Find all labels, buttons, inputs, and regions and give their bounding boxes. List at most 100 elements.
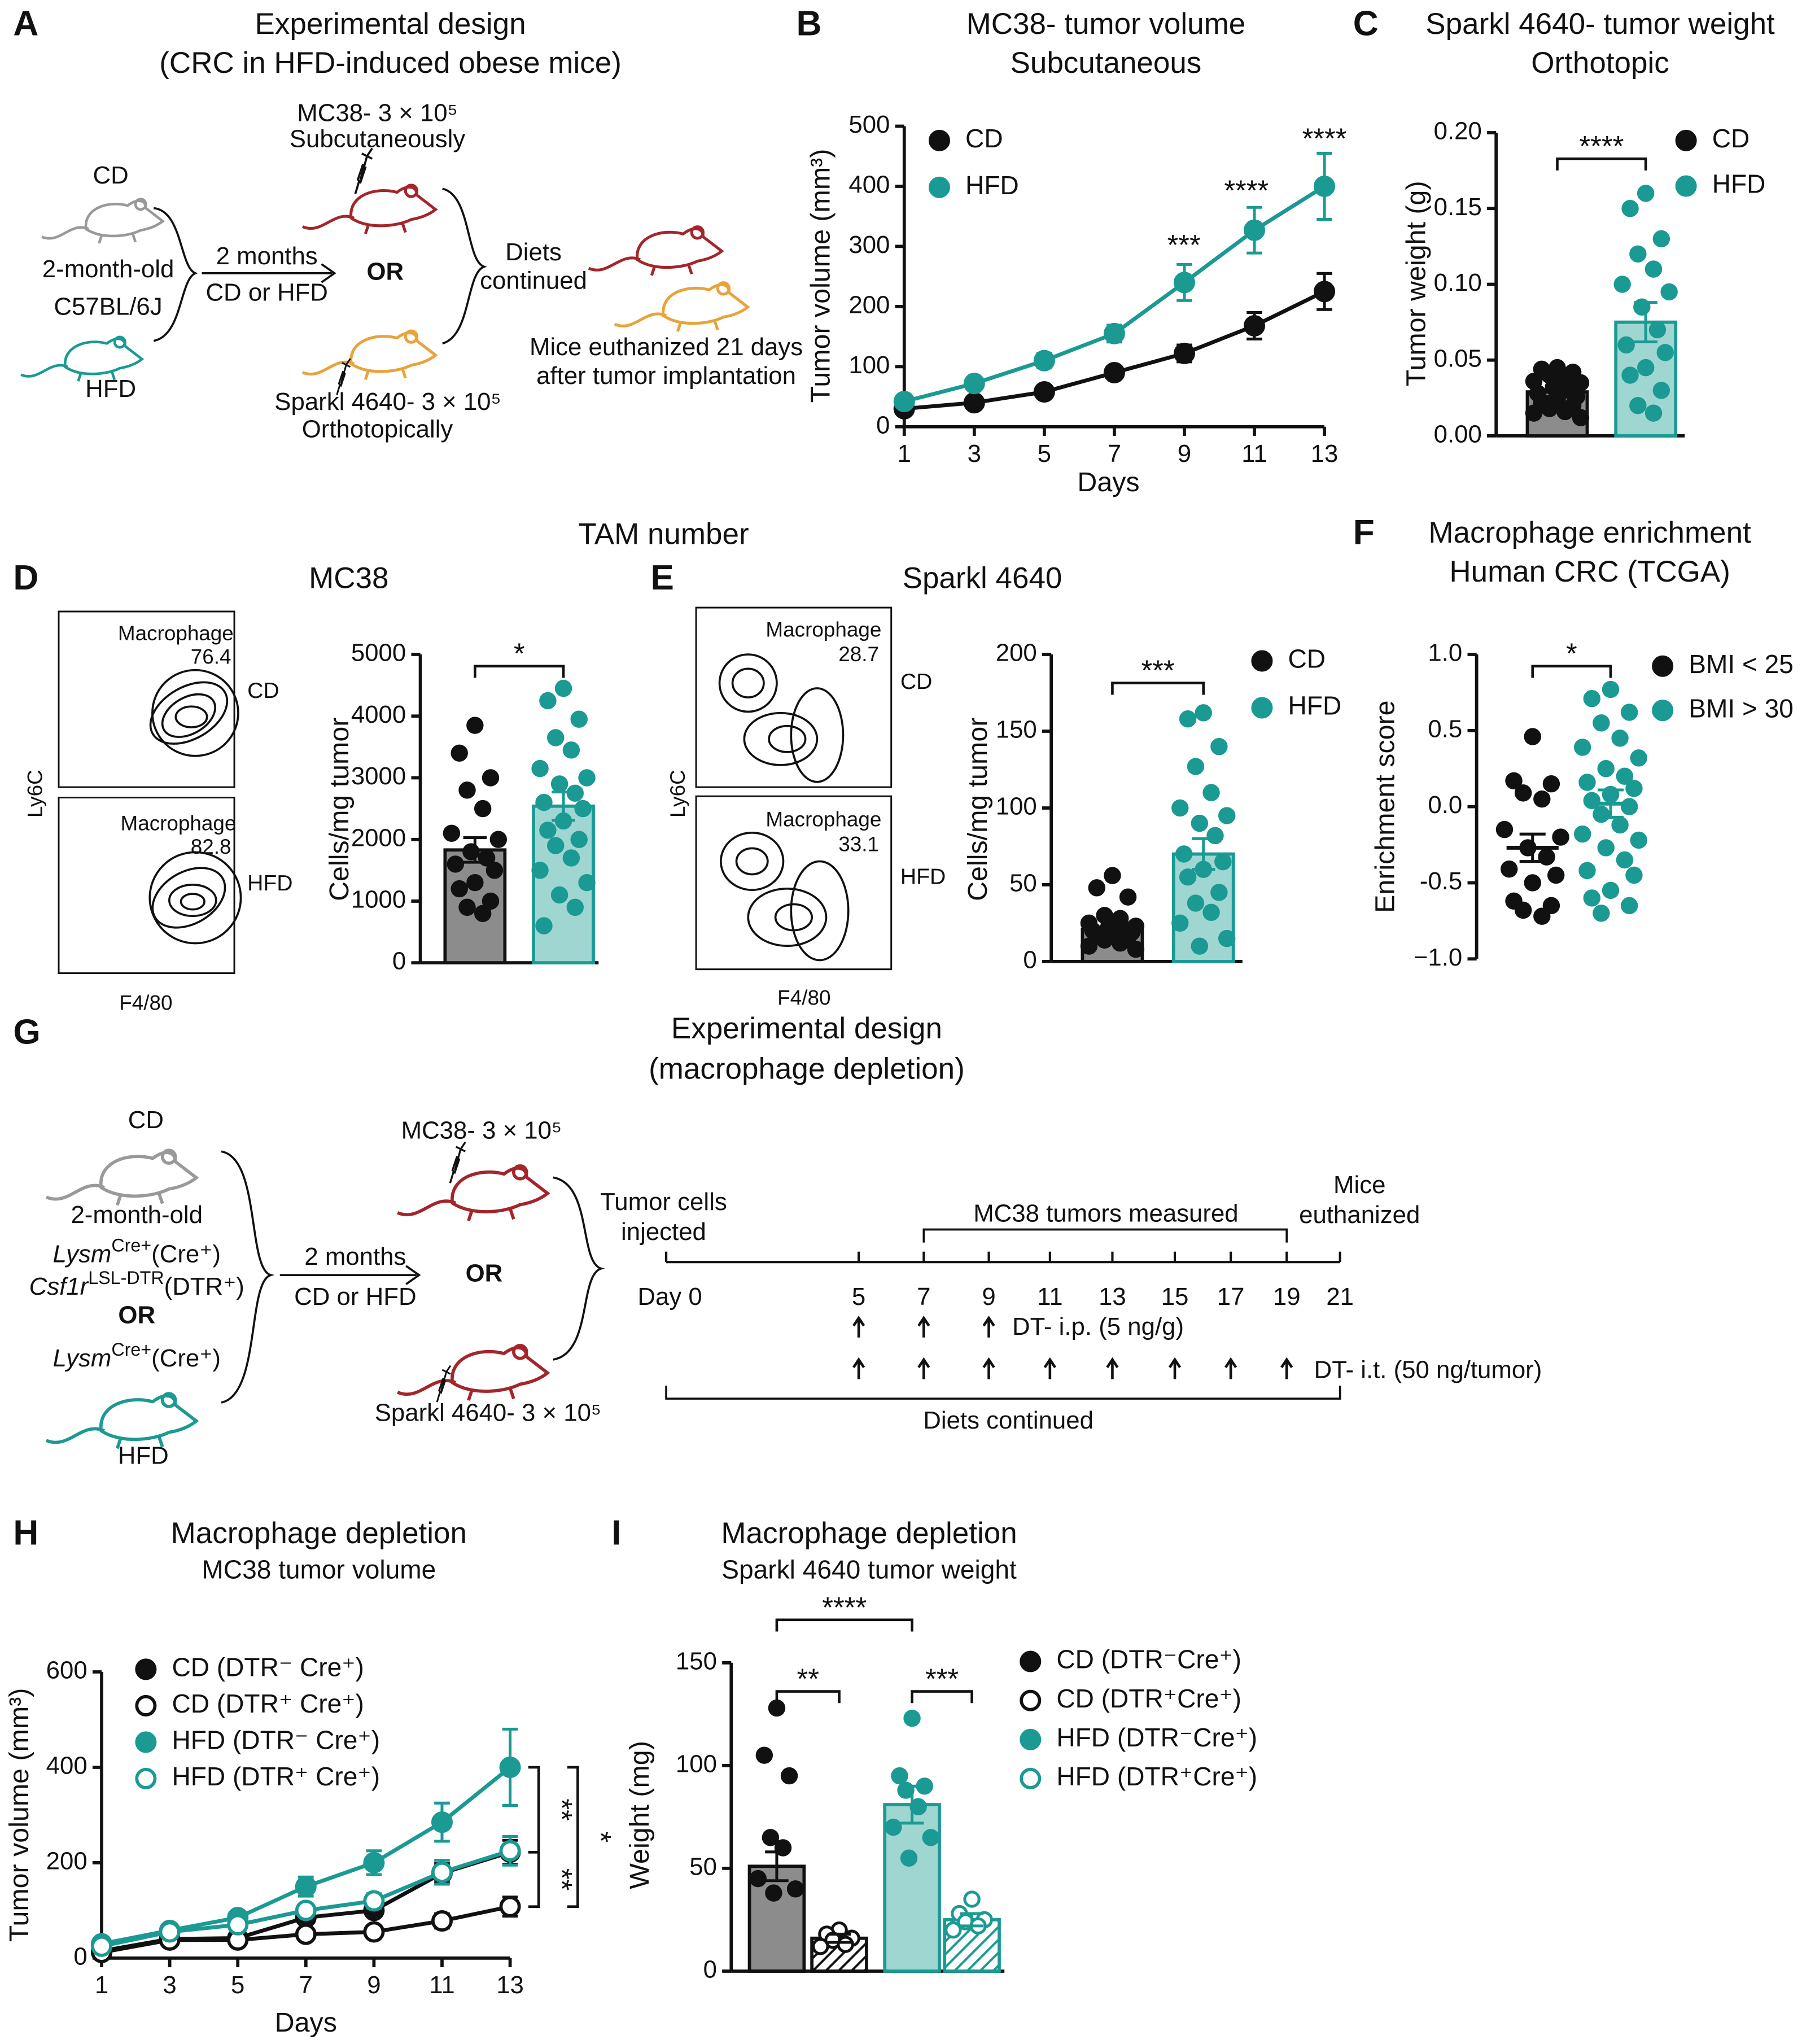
label: HFD: [118, 1442, 169, 1469]
legend-marker: [1020, 1650, 1042, 1672]
y-axis-label: Cells/mg tumor: [324, 718, 355, 901]
data-point: [443, 824, 461, 842]
data-point: [578, 873, 596, 892]
data-point: [1103, 322, 1125, 344]
legend-marker: [1675, 129, 1697, 151]
data-point: [786, 1880, 804, 1898]
significance-label: ****: [1302, 122, 1347, 154]
data-point: [963, 373, 985, 395]
label: OR: [118, 1301, 155, 1329]
data-point: [431, 1910, 453, 1932]
label: CD: [900, 670, 933, 694]
legend-label: CD (DTR⁺Cre⁺): [1056, 1684, 1241, 1713]
data-point: [1583, 889, 1601, 907]
gene: Lysm: [53, 1344, 112, 1372]
y-tick-label: 0.0: [1428, 791, 1462, 819]
x-tick-label: 7: [299, 1971, 313, 1999]
significance-label: ***: [925, 1663, 959, 1695]
label: continued: [480, 267, 587, 295]
plot-frame: [58, 797, 235, 975]
significance-label: ***: [1141, 654, 1174, 687]
y-tick-label: 100: [848, 351, 890, 379]
timeline-label: 15: [1161, 1283, 1189, 1311]
syringe-icon: [436, 1365, 452, 1403]
significance-bracket: [775, 1690, 841, 1704]
label: MC38- 3 × 10⁵: [297, 99, 458, 126]
error-bar: [552, 790, 575, 822]
data-point: [489, 831, 508, 848]
mouse-icon: [42, 199, 163, 243]
data-point: [474, 800, 492, 818]
mouse-icon: [397, 1346, 548, 1400]
data-point: [539, 822, 557, 839]
dose-arrow: [1106, 1357, 1119, 1379]
data-point: [1524, 874, 1541, 892]
label: OR: [466, 1260, 503, 1287]
label: CD or HFD: [205, 278, 327, 306]
y-tick-label: 0: [1023, 946, 1036, 973]
data-point: [1533, 790, 1551, 808]
data-point: [1202, 903, 1220, 921]
data-point: [885, 1818, 902, 1836]
significance-label: ***: [1167, 229, 1201, 261]
data-point: [570, 831, 588, 848]
data-point: [1648, 321, 1667, 339]
significance-label: *: [585, 1831, 617, 1842]
data-point: [1625, 866, 1643, 884]
y-tick-label: 400: [848, 171, 890, 199]
y-axis-label: Tumor volume (mm³): [4, 1688, 34, 1942]
data-point: [466, 873, 484, 892]
data-point: [431, 1811, 453, 1833]
data-point: [1572, 409, 1590, 426]
timeline-label: 7: [917, 1283, 930, 1311]
data-point: [550, 775, 568, 793]
data-point: [1578, 774, 1596, 791]
data-point: [1573, 739, 1591, 756]
genotype: LysmCre+(Cre⁺): [53, 1235, 221, 1268]
note: (Cre⁺): [151, 1344, 221, 1372]
x-tick-label: 11: [429, 1971, 454, 1999]
legend-label: CD: [965, 124, 1003, 153]
panel-title: Experimental design: [671, 1012, 942, 1045]
error-bar: [827, 1932, 851, 1944]
y-axis-label: Enrichment score: [1370, 700, 1400, 912]
data-point: [499, 1756, 521, 1778]
y-tick-label: 1.0: [1428, 639, 1462, 667]
data-point: [499, 1895, 521, 1918]
error-bar: [960, 1912, 984, 1928]
y-tick-label: 150: [676, 1647, 717, 1675]
label: injected: [621, 1218, 706, 1246]
data-point: [531, 759, 549, 778]
data-point: [1644, 260, 1663, 278]
mouse-icon: [46, 1394, 196, 1448]
data-point: [1620, 704, 1638, 721]
y-tick-label: 0: [73, 1942, 87, 1970]
label: CD: [93, 161, 129, 189]
label: Sparkl 4640- 3 × 10⁵: [274, 388, 501, 416]
legend-label: CD (DTR⁺ Cre⁺): [172, 1689, 364, 1718]
data-point: [762, 1829, 780, 1846]
data-point: [531, 862, 549, 879]
significance-label: *: [1566, 637, 1577, 670]
data-point: [1583, 792, 1601, 810]
dose-arrow: [1168, 1357, 1182, 1379]
label: euthanized: [1299, 1201, 1420, 1229]
legend-label: HFD: [965, 171, 1019, 200]
error-bar: [1519, 832, 1546, 863]
legend-marker: [1251, 697, 1273, 719]
dose-arrow: [982, 1357, 995, 1379]
label: DT- i.t. (50 ng/tumor): [1314, 1356, 1542, 1383]
data-point: [447, 855, 464, 873]
timeline-label: 5: [852, 1283, 865, 1311]
y-tick-label: 0.10: [1434, 269, 1482, 296]
data-point: [1644, 404, 1663, 422]
data-point: [1630, 831, 1647, 849]
panel-letter: I: [611, 1513, 621, 1552]
legend-marker: [135, 1694, 157, 1717]
data-point: [363, 1921, 385, 1943]
brace: [553, 1176, 605, 1361]
data-point: [780, 1767, 798, 1785]
y-tick-label: 0: [876, 411, 890, 439]
label: MC38- 3 × 10⁵: [401, 1116, 562, 1144]
